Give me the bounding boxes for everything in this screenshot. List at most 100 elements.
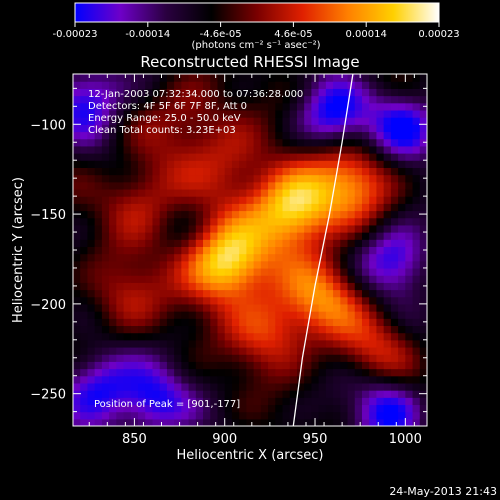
heatmap-cell [311,311,320,319]
heatmap-cell [217,354,226,362]
heatmap-cell [145,124,154,133]
heatmap-cell [152,375,161,384]
heatmap-cell [405,260,414,269]
heatmap-cell [390,74,399,82]
heatmap-cell [340,239,349,247]
heatmap-cell [268,390,276,398]
heatmap-cell [390,267,399,276]
heatmap-cell [224,318,233,327]
heatmap-cell [383,160,392,168]
heatmap-cell [253,253,262,262]
heatmap-cell [239,131,247,140]
heatmap-cell [203,88,211,97]
heatmap-cell [87,282,96,291]
heatmap-cell [311,203,320,212]
heatmap-cell [80,210,89,219]
heatmap-cell [296,332,305,341]
heatmap-cell [282,196,291,204]
heatmap-cell [94,267,103,276]
heatmap-cell [325,354,334,362]
heatmap-cell [246,138,255,147]
heatmap-cell [217,311,226,319]
heatmap-cell [398,196,406,204]
heatmap-cell [116,210,125,219]
heatmap-cell [275,354,284,362]
heatmap-cell [217,196,226,204]
heatmap-cell [361,289,370,298]
heatmap-cell [145,174,154,183]
heatmap-cell [145,318,154,327]
heatmap-cell [398,95,406,104]
heatmap-cell [354,325,363,334]
heatmap-cell [109,354,117,362]
heatmap-cell [361,332,370,341]
heatmap-cell [361,181,370,190]
heatmap-cell [130,109,139,118]
heatmap-cell [347,160,356,168]
heatmap-cell [174,253,182,262]
heatmap-cell [217,361,226,370]
heatmap-cell [188,117,197,125]
heatmap-cell [282,260,291,269]
heatmap-cell [419,311,427,319]
heatmap-cell [398,303,406,312]
heatmap-cell [188,253,197,262]
heatmap-cell [138,224,146,233]
heatmap-cell [145,153,154,161]
heatmap-cell [311,88,320,97]
heatmap-cell [210,275,219,283]
heatmap-cell [159,267,168,276]
heatmap-cell [390,303,399,312]
heatmap-cell [152,296,161,305]
heatmap-cell [304,325,312,334]
heatmap-cell [181,404,190,413]
heatmap-cell [246,174,255,183]
heatmap-cell [101,160,110,168]
heatmap-cell [376,325,385,334]
heatmap-cell [80,390,89,398]
heatmap-cell [109,296,117,305]
heatmap-cell [268,346,276,355]
heatmap-cell [354,303,363,312]
heatmap-cell [369,81,378,89]
heatmap-cell [275,160,284,168]
heatmap-cell [80,196,89,204]
heatmap-cell [376,339,385,348]
heatmap-cell [347,390,356,398]
heatmap-cell [318,153,327,161]
heatmap-cell [217,332,226,341]
colorbar-tick-label: -4.6e-05 [200,29,242,40]
heatmap-cell [289,382,298,391]
heatmap-cell [138,325,146,334]
heatmap-cell [138,131,146,140]
heatmap-cell [73,418,81,426]
heatmap-cell [231,81,240,89]
heatmap-cell [347,124,356,133]
chart-title: Reconstructed RHESSI Image [140,53,359,71]
heatmap-cell [94,346,103,355]
heatmap-cell [73,260,81,269]
heatmap-cell [405,95,414,104]
heatmap-cell [80,167,89,176]
heatmap-cell [239,88,247,97]
heatmap-cell [174,325,182,334]
heatmap-cell [246,260,255,269]
heatmap-cell [383,311,392,319]
heatmap-cell [325,332,334,341]
heatmap-cell [87,382,96,391]
heatmap-cell [130,81,139,89]
heatmap-cell [347,368,356,377]
heatmap-cell [166,145,175,154]
heatmap-cell [166,74,175,82]
heatmap-cell [282,318,291,327]
heatmap-cell [181,81,190,89]
heatmap-cell [188,346,197,355]
heatmap-cell [94,102,103,111]
heatmap-cell [123,174,132,183]
heatmap-cell [231,102,240,111]
heatmap-cell [188,411,197,420]
heatmap-cell [304,289,312,298]
heatmap-cell [87,188,96,197]
colorbar-tick-label: -0.00023 [53,29,98,40]
heatmap-cell [174,418,182,426]
